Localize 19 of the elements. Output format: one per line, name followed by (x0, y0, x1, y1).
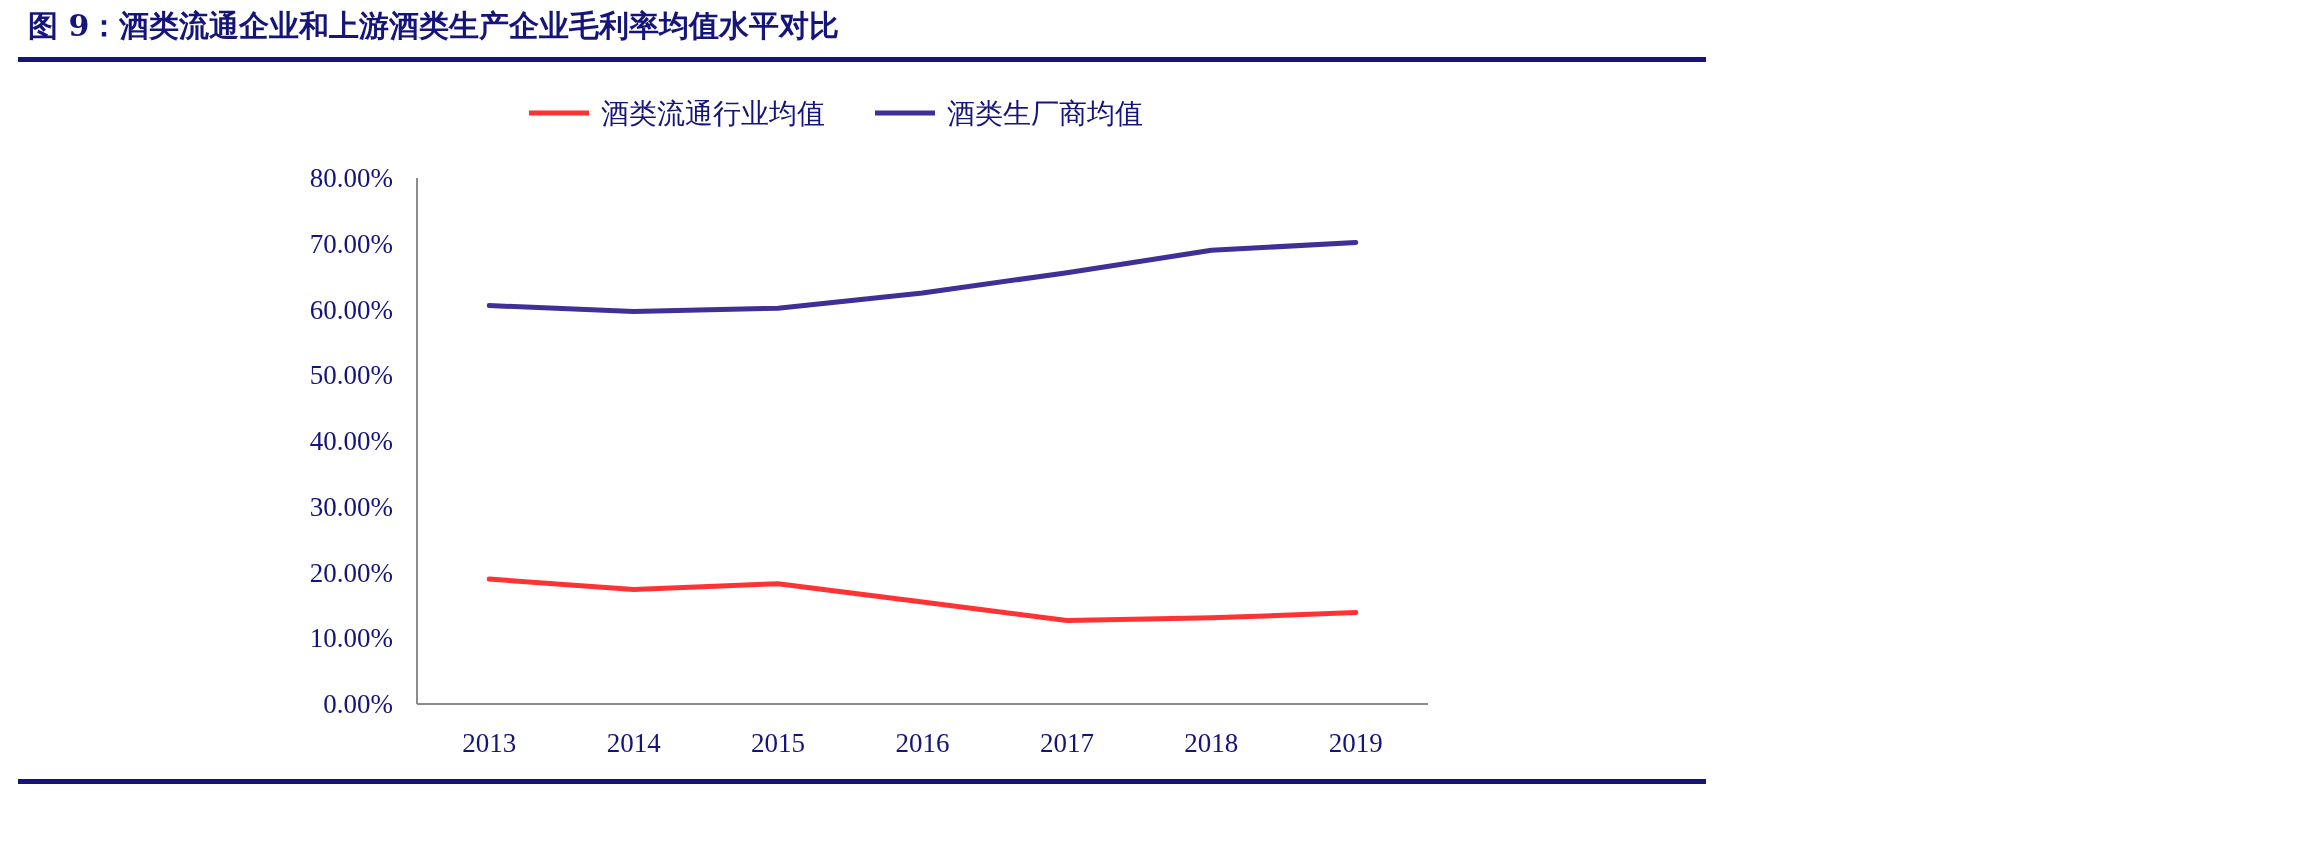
x-tick-label: 2015 (751, 728, 806, 758)
y-tick-label: 20.00% (309, 557, 393, 588)
y-tick-label: 70.00% (309, 228, 393, 259)
x-tick-label: 2016 (895, 728, 950, 758)
x-tick-label: 2018 (1184, 728, 1239, 758)
x-tick-label: 2014 (606, 728, 662, 758)
x-tick-label: 2019 (1328, 728, 1383, 758)
chart-title: 图 9：酒类流通企业和上游酒类生产企业毛利率均值水平对比 (28, 8, 840, 43)
x-tick-label: 2017 (1039, 728, 1094, 758)
y-tick-label: 80.00% (309, 163, 393, 193)
y-tick-label: 30.00% (309, 491, 393, 522)
y-tick-label: 50.00% (309, 360, 393, 391)
y-tick-label: 0.00% (323, 689, 393, 719)
x-tick-label: 2013 (462, 728, 517, 758)
y-tick-label: 60.00% (309, 294, 393, 325)
legend-label: 酒类生厂商均值 (947, 97, 1143, 130)
y-tick-label: 40.00% (309, 426, 393, 456)
y-tick-label: 10.00% (309, 623, 393, 654)
legend-label: 酒类流通行业均值 (601, 97, 825, 130)
